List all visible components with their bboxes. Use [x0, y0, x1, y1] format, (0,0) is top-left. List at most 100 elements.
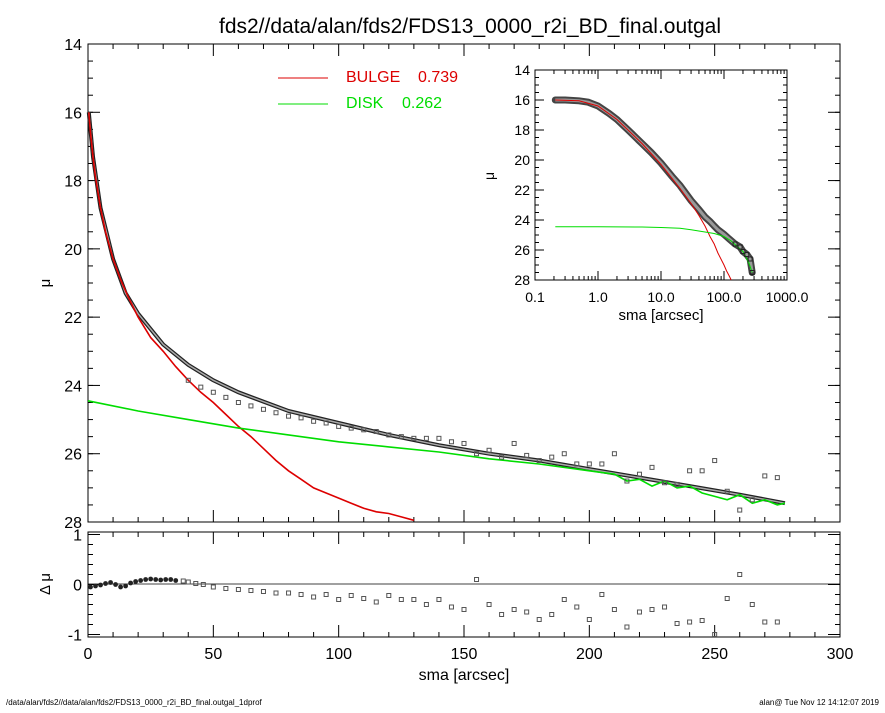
residual-point — [574, 604, 580, 610]
main-data-point — [461, 440, 467, 446]
residual-point — [687, 619, 693, 625]
main-data-point — [448, 439, 454, 445]
inset-data-point — [749, 270, 755, 275]
residual-point — [113, 582, 118, 587]
main-data-point — [235, 400, 241, 405]
residual-point — [143, 577, 149, 582]
main-data-point — [586, 461, 592, 467]
main-data-point — [286, 413, 292, 419]
residual-point — [486, 602, 492, 607]
residual-point — [561, 597, 567, 602]
main-data-point — [511, 440, 517, 446]
residual-point — [386, 593, 392, 598]
residual-point — [398, 597, 404, 602]
main-data-point — [649, 464, 655, 470]
main-data-point — [762, 473, 768, 479]
main-y-axis-label: μ — [37, 279, 54, 288]
residual-x-ticks: 0 50 100 150 200 250 300 — [84, 532, 853, 663]
residual-point — [133, 579, 139, 584]
main-data-point — [411, 435, 417, 441]
inset-y-tick-label: 24 — [514, 212, 530, 228]
residual-point — [336, 597, 342, 602]
main-data-point — [248, 403, 254, 409]
main-y-tick-label: 26 — [64, 447, 82, 464]
main-data-point — [185, 377, 191, 383]
residual-point — [536, 617, 542, 622]
residual-point — [193, 581, 199, 586]
main-data-point — [210, 389, 216, 395]
residual-point — [185, 579, 191, 585]
inset-x-tick-label: 1000.0 — [766, 289, 809, 305]
main-data-point — [699, 468, 705, 474]
main-y-tick-label: 24 — [64, 378, 82, 395]
residual-point — [662, 604, 668, 610]
residual-point — [624, 624, 630, 630]
inset-disk-line — [555, 226, 753, 273]
residual-point — [524, 609, 530, 615]
residual-x-tick-label: 200 — [576, 646, 603, 663]
residual-point — [448, 604, 454, 610]
residual-point — [511, 607, 517, 612]
inset-y-tick-label: 20 — [514, 152, 530, 168]
main-bulge-line — [88, 112, 415, 522]
main-data-point — [198, 384, 204, 390]
residual-point — [749, 602, 755, 607]
residual-point — [298, 592, 304, 597]
main-data-point — [436, 435, 442, 441]
inset-y-tick-label: 14 — [514, 62, 530, 78]
residual-point — [373, 599, 379, 605]
residual-y-axis-label: Δ μ — [37, 573, 54, 595]
main-data-point — [549, 454, 555, 460]
inset-panel: 14 16 18 20 22 24 26 28 0.1 1.0 10.0 100.0 1000.0 μ… — [481, 62, 809, 324]
footer-timestamp: alan@ Tue Nov 12 14:12:07 2019 — [759, 698, 879, 707]
main-x-ticks — [87, 44, 841, 522]
inset-plot-bg — [535, 70, 787, 280]
inset-y-tick-label: 26 — [514, 242, 530, 258]
residual-x-tick-label: 150 — [451, 646, 478, 663]
residual-point — [323, 592, 329, 597]
residual-point — [168, 577, 174, 582]
inset-x-axis-label: sma [arcsec] — [618, 307, 703, 324]
main-data-point — [223, 394, 229, 400]
residual-panel: 10-1 0 50 100 150 200 250 300 Δ μ sma [arcsec] — [37, 528, 853, 685]
main-series — [86, 112, 786, 522]
residual-point — [235, 587, 241, 592]
inset-data-point — [740, 249, 746, 254]
residual-point — [148, 576, 154, 582]
residual-point — [200, 582, 206, 587]
inset-bulge-line — [555, 99, 732, 281]
inset-data-point — [732, 241, 738, 247]
residual-y-tick-label: 0 — [73, 578, 82, 595]
inset-data-point — [737, 244, 743, 250]
main-data-point — [273, 410, 279, 416]
legend: BULGE 0.739 DISK 0.262 — [278, 69, 458, 112]
residual-point — [436, 597, 442, 602]
residual-point — [549, 612, 555, 617]
main-data-point — [674, 481, 680, 487]
residual-x-tick-label: 50 — [204, 646, 222, 663]
residual-x-tick-label: 250 — [701, 646, 728, 663]
main-y-ticks: 14 16 18 20 22 24 26 28 — [64, 37, 840, 532]
residual-point — [423, 602, 429, 607]
main-data-point — [774, 475, 780, 481]
main-data-point — [737, 507, 743, 513]
main-data-point — [373, 429, 379, 435]
inset-x-ticks: 0.1 1.0 10.0 100.0 1000.0 — [525, 70, 809, 305]
main-data-point — [611, 451, 617, 457]
residual-point — [93, 583, 98, 589]
residual-point — [611, 607, 617, 612]
residual-point — [737, 572, 743, 577]
residual-y-ticks: 1 0 -1 — [68, 528, 840, 645]
residual-point — [724, 596, 730, 601]
residual-point — [103, 581, 108, 586]
residual-point — [461, 607, 467, 612]
main-data-point — [712, 458, 718, 464]
residual-point — [599, 592, 605, 597]
legend-bulge-label: BULGE — [346, 69, 400, 86]
main-data-point — [524, 452, 530, 458]
legend-disk-label: DISK — [346, 95, 384, 112]
inset-y-ticks: 14 16 18 20 22 24 26 28 — [514, 62, 787, 288]
residual-point — [98, 582, 103, 588]
legend-bulge-value: 0.739 — [418, 69, 458, 86]
residual-point — [474, 577, 480, 582]
